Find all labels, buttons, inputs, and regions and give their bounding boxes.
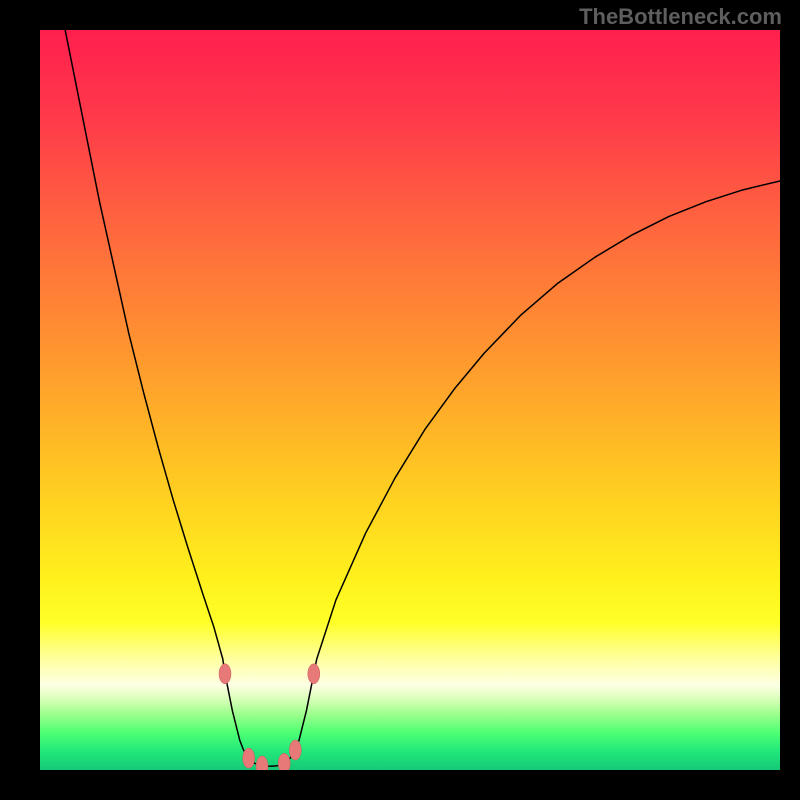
data-marker-4 (289, 740, 301, 760)
data-marker-1 (243, 748, 255, 768)
bottleneck-chart (0, 0, 800, 800)
data-marker-5 (308, 664, 320, 684)
data-marker-0 (219, 664, 231, 684)
watermark-text: TheBottleneck.com (579, 4, 782, 30)
plot-area (40, 15, 780, 776)
heat-gradient (40, 30, 780, 770)
